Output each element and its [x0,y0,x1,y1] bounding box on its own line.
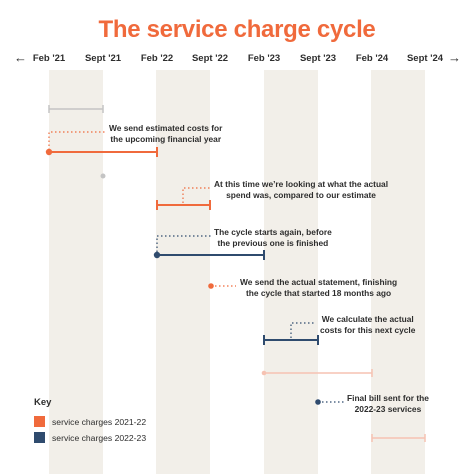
caption-estimate: We send estimated costs for the upcoming… [109,123,222,144]
calculate-connector [290,322,316,338]
caption-line: costs for this next cycle [320,324,416,335]
caption-review: At this time we’re looking at what the a… [214,179,388,200]
caption-final-bill: Final bill sent for the 2022-23 services [347,393,429,414]
timeline-label: Feb '21 [32,53,66,64]
legend-title: Key [34,397,52,408]
caption-line: spend was, compared to our estimate [226,189,376,200]
restart-bar [157,250,265,260]
caption-line: the previous one is finished [217,237,329,248]
timeline-label: Sept '22 [191,53,229,64]
caption-line: At this time we’re looking at what the a… [214,179,389,189]
restart-connector [156,235,211,252]
page-title: The service charge cycle [98,16,376,43]
review-connector [182,187,210,203]
caption-line: Final bill sent for the [347,393,429,403]
caption-line: The cycle starts again, before [214,227,332,237]
caption-line: the cycle that started 18 months ago [245,287,392,298]
caption-restart: The cycle starts again, before the previ… [214,227,332,248]
final-bill-dot [315,399,321,405]
timeline-label: Sept '21 [84,53,122,64]
faded-next-cycle-bar [261,369,373,377]
timeline-label: Feb '22 [140,53,174,64]
timeline-right-arrow-icon: → [448,50,461,65]
timeline-label: Feb '24 [355,53,389,64]
timeline-label: Sept '23 [299,53,337,64]
band-feb-23 [264,70,318,474]
statement-dot [208,283,214,289]
timeline-left-arrow-icon: ← [14,50,27,65]
previous-cycle-dot [100,173,106,179]
legend-label: service charges 2022-23 [52,432,147,443]
estimate-bar [49,147,158,157]
caption-line: the upcoming financial year [110,133,222,144]
calculate-bar [263,335,319,345]
legend: Key service charges 2021-22 service char… [34,397,146,448]
timeline-label: Feb '23 [247,53,281,64]
review-bar [156,200,211,210]
legend-swatch-orange [34,416,45,427]
caption-line: 2022-23 services [354,403,422,414]
caption-calculate: We calculate the actual costs for this n… [320,314,415,335]
band-feb-24 [371,70,425,474]
caption-statement: We send the actual statement, finishing … [240,277,397,298]
legend-label: service charges 2021-22 [52,416,147,427]
caption-line: We send the actual statement, finishing [240,277,398,287]
estimate-connector [48,131,106,150]
legend-swatch-navy [34,432,45,443]
band-feb-22 [156,70,210,474]
band-feb-21 [49,70,103,474]
caption-line: We calculate the actual [321,314,414,324]
previous-cycle-bar [48,105,104,113]
legend-item: service charges 2022-23 [34,432,146,443]
faded-future-bar [371,434,426,442]
timeline-label: Sept '24 [406,53,444,64]
caption-line: We send estimated costs for [109,123,223,133]
legend-item: service charges 2021-22 [34,416,146,427]
